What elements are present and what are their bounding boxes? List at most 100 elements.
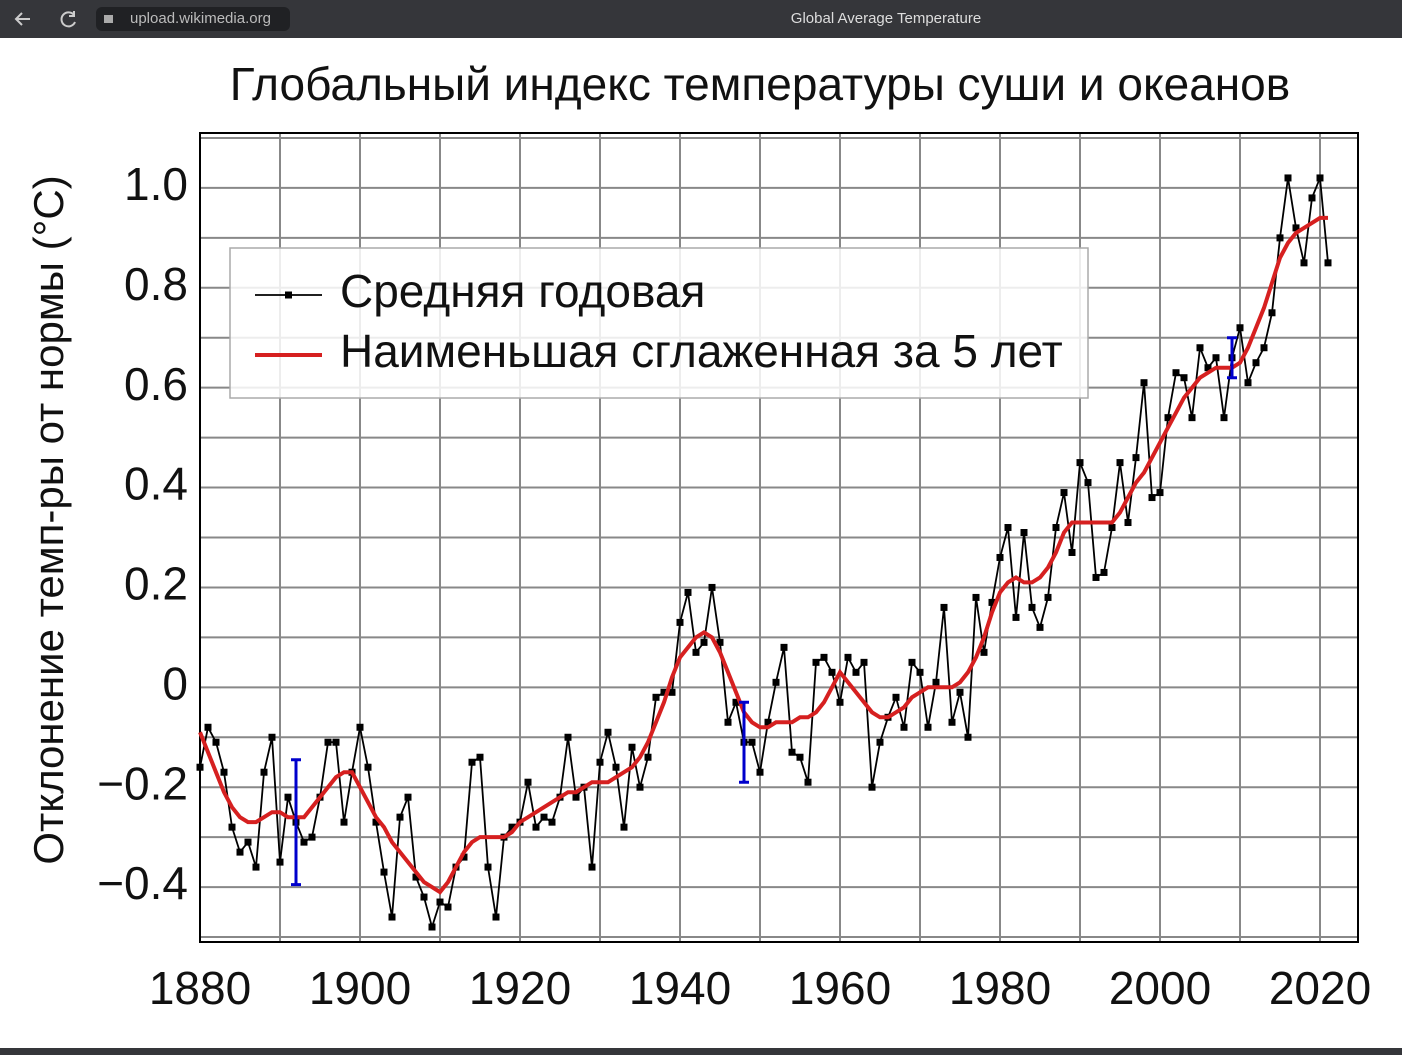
data-point	[684, 588, 692, 596]
lock-icon	[104, 15, 113, 23]
data-point	[236, 848, 244, 856]
data-point	[756, 768, 764, 776]
chart-title: Глобальный индекс температуры суши и оке…	[230, 58, 1290, 110]
data-point	[828, 668, 836, 676]
data-point	[596, 758, 604, 766]
data-point	[748, 738, 756, 746]
data-point	[980, 648, 988, 656]
data-point	[1004, 524, 1012, 532]
data-point	[996, 553, 1004, 561]
tab-title: Global Average Temperature	[791, 10, 981, 27]
data-point	[892, 693, 900, 701]
data-point	[1244, 379, 1252, 387]
y-tick-label: 0.8	[124, 258, 188, 310]
y-axis-label: Отклонение темп-ры от нормы (°C)	[25, 175, 72, 864]
data-point	[900, 723, 908, 731]
data-point	[724, 718, 732, 726]
x-tick-label: 1880	[149, 962, 251, 1014]
data-point	[1044, 593, 1052, 601]
data-point	[396, 813, 404, 821]
data-point	[364, 763, 372, 771]
data-point	[1268, 309, 1276, 317]
data-point	[1156, 489, 1164, 497]
x-tick-label: 1900	[309, 962, 411, 1014]
data-point	[1172, 369, 1180, 377]
data-point	[1092, 573, 1100, 581]
data-point	[692, 648, 700, 656]
y-tick-label: 0.6	[124, 358, 188, 410]
data-point	[572, 793, 580, 801]
data-point	[196, 763, 204, 771]
bottom-bar	[0, 1048, 1402, 1055]
data-point	[700, 638, 708, 646]
data-point	[820, 653, 828, 661]
data-point	[1060, 489, 1068, 497]
data-point	[308, 833, 316, 841]
error-bar	[739, 700, 749, 784]
data-point	[1164, 414, 1172, 422]
data-point	[1316, 174, 1324, 182]
data-point	[268, 733, 276, 741]
data-point	[1284, 174, 1292, 182]
data-point	[1188, 414, 1196, 422]
data-point	[908, 658, 916, 666]
data-point	[1012, 613, 1020, 621]
data-point	[708, 583, 716, 591]
data-point	[532, 823, 540, 831]
data-point	[1108, 524, 1116, 532]
data-point	[1260, 344, 1268, 352]
data-point	[508, 823, 516, 831]
data-point	[468, 758, 476, 766]
data-point	[628, 743, 636, 751]
data-point	[332, 738, 340, 746]
data-point	[852, 668, 860, 676]
data-point	[1116, 459, 1124, 467]
data-point	[228, 823, 236, 831]
data-point	[1020, 529, 1028, 537]
data-point	[716, 638, 724, 646]
data-point	[1252, 359, 1260, 367]
data-point	[484, 863, 492, 871]
x-tick-label: 1920	[469, 962, 571, 1014]
y-tick-label: −0.2	[97, 757, 188, 809]
legend-box	[229, 247, 1089, 399]
data-point	[436, 898, 444, 906]
y-tick-label: 1.0	[124, 158, 188, 210]
data-point	[564, 733, 572, 741]
data-point	[1324, 259, 1332, 267]
data-point	[1084, 479, 1092, 487]
data-point	[1140, 379, 1148, 387]
data-point	[1124, 519, 1132, 527]
data-point	[876, 738, 884, 746]
data-point	[1036, 623, 1044, 631]
data-point	[356, 723, 364, 731]
reload-button[interactable]	[60, 11, 76, 28]
y-tick-label: 0.4	[124, 458, 188, 510]
data-point	[972, 593, 980, 601]
data-point	[212, 738, 220, 746]
data-point	[1076, 459, 1084, 467]
data-point	[964, 733, 972, 741]
data-point	[940, 603, 948, 611]
data-point	[1308, 194, 1316, 202]
data-point	[1028, 603, 1036, 611]
url: upload.wikimedia.org	[130, 10, 271, 27]
data-point	[836, 698, 844, 706]
data-point	[636, 783, 644, 791]
error-bar	[291, 758, 301, 887]
address-bar[interactable]	[96, 7, 290, 31]
data-point	[1068, 548, 1076, 556]
data-point	[932, 678, 940, 686]
data-point	[772, 678, 780, 686]
data-point	[204, 723, 212, 731]
data-point	[916, 668, 924, 676]
data-point	[1204, 364, 1212, 372]
data-point	[476, 753, 484, 761]
x-tick-label: 2000	[1109, 962, 1211, 1014]
data-point	[540, 813, 548, 821]
back-button[interactable]	[14, 12, 30, 26]
data-point	[372, 818, 380, 826]
data-point	[428, 923, 436, 931]
